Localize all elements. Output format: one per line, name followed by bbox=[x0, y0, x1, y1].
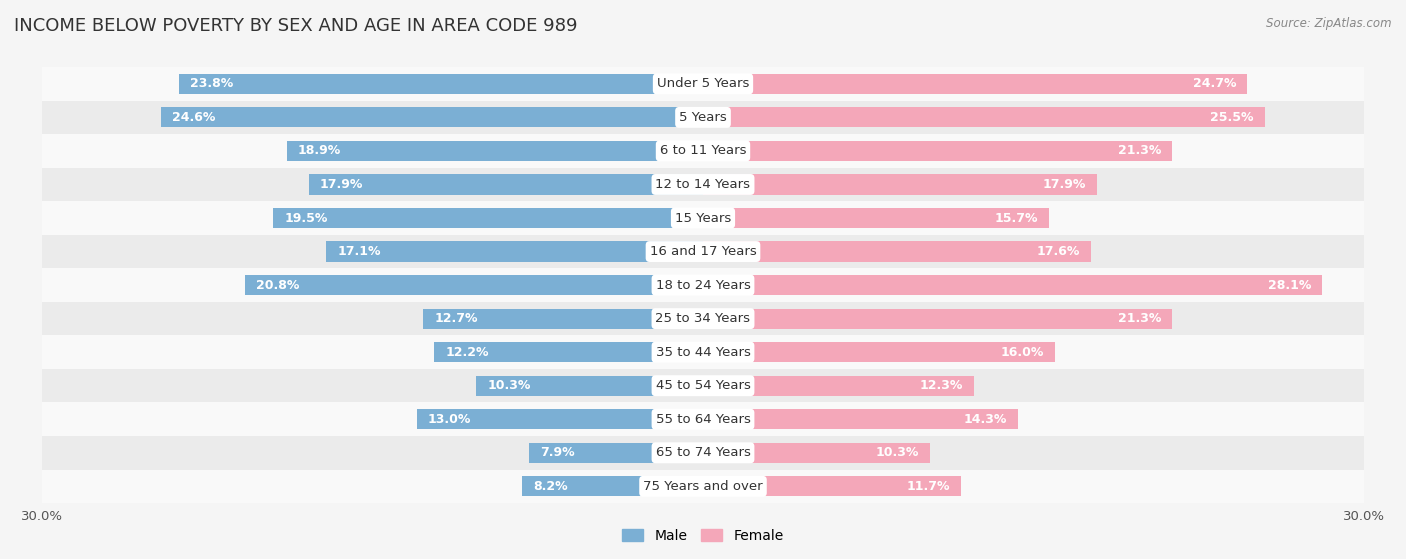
Text: 19.5%: 19.5% bbox=[284, 211, 328, 225]
Bar bbox=[162, 107, 703, 127]
Bar bbox=[529, 443, 703, 463]
Text: 15 Years: 15 Years bbox=[675, 211, 731, 225]
Bar bbox=[703, 174, 1097, 195]
Bar bbox=[42, 201, 1364, 235]
Bar bbox=[703, 309, 1173, 329]
Text: 23.8%: 23.8% bbox=[190, 77, 233, 91]
Text: 16.0%: 16.0% bbox=[1001, 345, 1045, 359]
Bar bbox=[703, 74, 1247, 94]
Text: 25.5%: 25.5% bbox=[1211, 111, 1254, 124]
Text: 12 to 14 Years: 12 to 14 Years bbox=[655, 178, 751, 191]
Bar bbox=[703, 141, 1173, 161]
Bar bbox=[523, 476, 703, 496]
Bar bbox=[423, 309, 703, 329]
Bar bbox=[287, 141, 703, 161]
Bar bbox=[42, 101, 1364, 134]
Bar bbox=[245, 275, 703, 295]
Bar bbox=[703, 208, 1049, 228]
Text: 5 Years: 5 Years bbox=[679, 111, 727, 124]
Bar bbox=[703, 275, 1322, 295]
Text: 18.9%: 18.9% bbox=[298, 144, 340, 158]
Text: 6 to 11 Years: 6 to 11 Years bbox=[659, 144, 747, 158]
Bar bbox=[42, 268, 1364, 302]
Bar bbox=[42, 235, 1364, 268]
Bar bbox=[42, 335, 1364, 369]
Text: 21.3%: 21.3% bbox=[1118, 144, 1161, 158]
Bar bbox=[434, 342, 703, 362]
Text: 35 to 44 Years: 35 to 44 Years bbox=[655, 345, 751, 359]
Bar bbox=[703, 443, 929, 463]
Text: 11.7%: 11.7% bbox=[907, 480, 949, 493]
Text: INCOME BELOW POVERTY BY SEX AND AGE IN AREA CODE 989: INCOME BELOW POVERTY BY SEX AND AGE IN A… bbox=[14, 17, 578, 35]
Bar bbox=[703, 342, 1056, 362]
Text: 13.0%: 13.0% bbox=[427, 413, 471, 426]
Text: 12.2%: 12.2% bbox=[446, 345, 489, 359]
Bar bbox=[42, 67, 1364, 101]
Text: 16 and 17 Years: 16 and 17 Years bbox=[650, 245, 756, 258]
Bar bbox=[42, 302, 1364, 335]
Legend: Male, Female: Male, Female bbox=[617, 523, 789, 548]
Text: 18 to 24 Years: 18 to 24 Years bbox=[655, 278, 751, 292]
Text: 75 Years and over: 75 Years and over bbox=[643, 480, 763, 493]
Text: 25 to 34 Years: 25 to 34 Years bbox=[655, 312, 751, 325]
Bar bbox=[179, 74, 703, 94]
Bar bbox=[703, 376, 974, 396]
Bar bbox=[703, 476, 960, 496]
Bar bbox=[42, 168, 1364, 201]
Text: 24.6%: 24.6% bbox=[172, 111, 215, 124]
Text: Source: ZipAtlas.com: Source: ZipAtlas.com bbox=[1267, 17, 1392, 30]
Text: 15.7%: 15.7% bbox=[994, 211, 1038, 225]
Bar bbox=[326, 241, 703, 262]
Text: 45 to 54 Years: 45 to 54 Years bbox=[655, 379, 751, 392]
Text: 10.3%: 10.3% bbox=[876, 446, 920, 459]
Text: 8.2%: 8.2% bbox=[533, 480, 568, 493]
Text: 17.9%: 17.9% bbox=[1043, 178, 1087, 191]
Text: 7.9%: 7.9% bbox=[540, 446, 575, 459]
Bar bbox=[703, 107, 1264, 127]
Text: 24.7%: 24.7% bbox=[1192, 77, 1236, 91]
Bar bbox=[703, 409, 1018, 429]
Text: 55 to 64 Years: 55 to 64 Years bbox=[655, 413, 751, 426]
Text: 28.1%: 28.1% bbox=[1268, 278, 1310, 292]
Text: 14.3%: 14.3% bbox=[963, 413, 1007, 426]
Bar bbox=[477, 376, 703, 396]
Bar bbox=[42, 436, 1364, 470]
Bar bbox=[42, 402, 1364, 436]
Text: Under 5 Years: Under 5 Years bbox=[657, 77, 749, 91]
Text: 10.3%: 10.3% bbox=[486, 379, 530, 392]
Text: 12.3%: 12.3% bbox=[920, 379, 963, 392]
Bar bbox=[42, 134, 1364, 168]
Bar bbox=[309, 174, 703, 195]
Text: 65 to 74 Years: 65 to 74 Years bbox=[655, 446, 751, 459]
Text: 17.1%: 17.1% bbox=[337, 245, 381, 258]
Text: 20.8%: 20.8% bbox=[256, 278, 299, 292]
Bar bbox=[42, 470, 1364, 503]
Bar bbox=[416, 409, 703, 429]
Text: 21.3%: 21.3% bbox=[1118, 312, 1161, 325]
Bar bbox=[273, 208, 703, 228]
Bar bbox=[42, 369, 1364, 402]
Text: 17.9%: 17.9% bbox=[319, 178, 363, 191]
Text: 17.6%: 17.6% bbox=[1036, 245, 1080, 258]
Text: 12.7%: 12.7% bbox=[434, 312, 478, 325]
Bar bbox=[703, 241, 1091, 262]
